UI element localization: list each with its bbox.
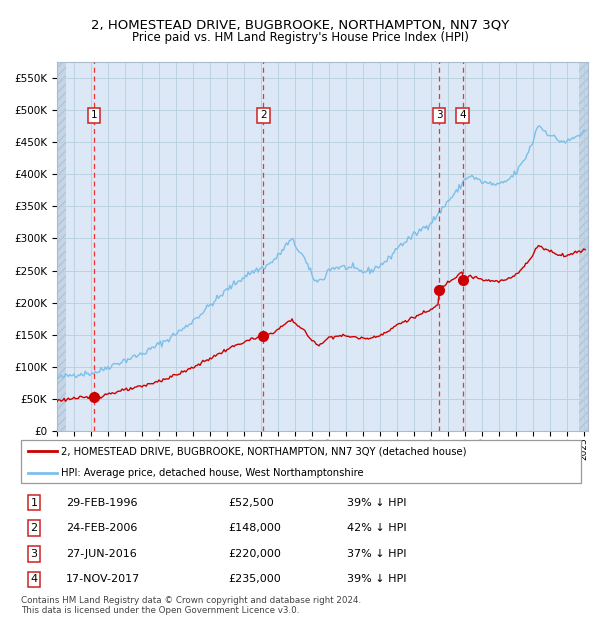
Text: 17-NOV-2017: 17-NOV-2017 <box>66 574 140 584</box>
Text: 29-FEB-1996: 29-FEB-1996 <box>66 498 137 508</box>
Text: This data is licensed under the Open Government Licence v3.0.: This data is licensed under the Open Gov… <box>21 606 299 616</box>
Text: 4: 4 <box>460 110 466 120</box>
Text: Price paid vs. HM Land Registry's House Price Index (HPI): Price paid vs. HM Land Registry's House … <box>131 31 469 44</box>
Bar <box>579 62 589 431</box>
Text: Contains HM Land Registry data © Crown copyright and database right 2024.: Contains HM Land Registry data © Crown c… <box>21 596 361 606</box>
Text: 39% ↓ HPI: 39% ↓ HPI <box>347 574 406 584</box>
Text: 3: 3 <box>31 549 37 559</box>
Text: £235,000: £235,000 <box>228 574 281 584</box>
Bar <box>57 62 67 431</box>
Text: 27-JUN-2016: 27-JUN-2016 <box>66 549 137 559</box>
Text: 1: 1 <box>31 498 37 508</box>
Text: 3: 3 <box>436 110 442 120</box>
Text: 39% ↓ HPI: 39% ↓ HPI <box>347 498 406 508</box>
Text: £52,500: £52,500 <box>228 498 274 508</box>
Text: 1: 1 <box>91 110 97 120</box>
Text: £220,000: £220,000 <box>228 549 281 559</box>
FancyBboxPatch shape <box>21 440 581 483</box>
Text: 2: 2 <box>31 523 37 533</box>
Text: 37% ↓ HPI: 37% ↓ HPI <box>347 549 406 559</box>
Text: 2, HOMESTEAD DRIVE, BUGBROOKE, NORTHAMPTON, NN7 3QY: 2, HOMESTEAD DRIVE, BUGBROOKE, NORTHAMPT… <box>91 19 509 32</box>
Text: 2: 2 <box>260 110 267 120</box>
Text: £148,000: £148,000 <box>228 523 281 533</box>
Text: 4: 4 <box>31 574 37 584</box>
Text: 24-FEB-2006: 24-FEB-2006 <box>66 523 137 533</box>
Text: HPI: Average price, detached house, West Northamptonshire: HPI: Average price, detached house, West… <box>61 468 363 478</box>
Text: 42% ↓ HPI: 42% ↓ HPI <box>347 523 406 533</box>
Text: 2, HOMESTEAD DRIVE, BUGBROOKE, NORTHAMPTON, NN7 3QY (detached house): 2, HOMESTEAD DRIVE, BUGBROOKE, NORTHAMPT… <box>61 446 466 456</box>
